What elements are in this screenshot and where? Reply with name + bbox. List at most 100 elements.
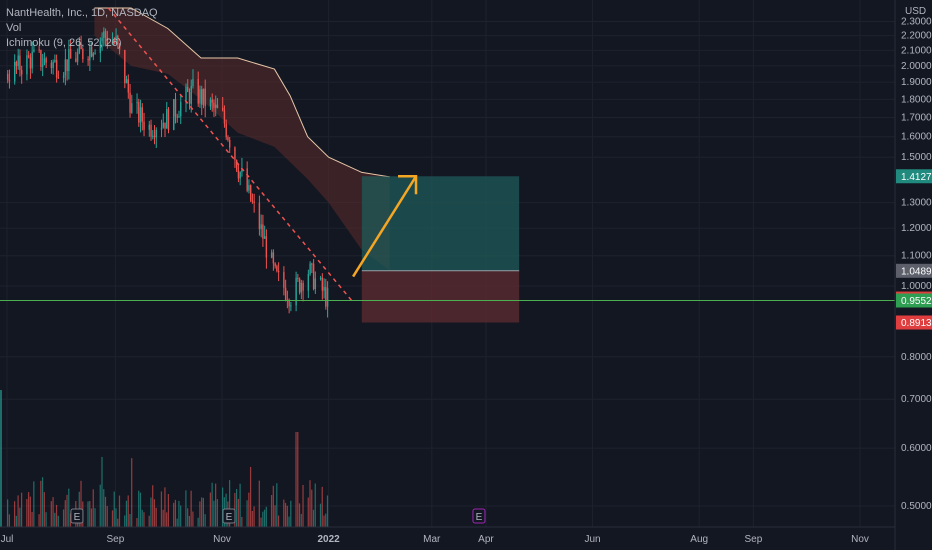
volume-bar xyxy=(152,485,154,527)
volume-bar xyxy=(111,510,114,527)
volume-bar xyxy=(284,502,287,527)
volume-bar xyxy=(249,466,252,527)
price-tick-label: 1.3000 xyxy=(901,198,932,209)
volume-bar xyxy=(50,501,52,527)
volume-bar xyxy=(288,516,290,527)
volume-bar xyxy=(274,505,276,527)
candle-body xyxy=(40,50,42,67)
cloud-upper-line xyxy=(94,7,390,178)
candle-body xyxy=(29,57,32,69)
candle-body xyxy=(225,123,227,138)
candle-body xyxy=(115,35,117,42)
price-tick-label: 2.3000 xyxy=(901,17,932,28)
price-tick-label: 1.5000 xyxy=(901,152,932,163)
earnings-marker[interactable]: E xyxy=(70,508,84,524)
volume-bar xyxy=(309,480,311,527)
candle-body xyxy=(94,52,96,54)
volume-bar xyxy=(323,515,325,527)
candle-body xyxy=(253,201,255,203)
candle-body xyxy=(17,55,19,67)
volume-bar xyxy=(235,488,238,527)
volume-bar xyxy=(8,514,10,527)
volume-bar xyxy=(258,480,260,527)
earnings-marker[interactable]: E xyxy=(472,508,486,524)
stop-zone[interactable] xyxy=(361,270,520,323)
candle-body xyxy=(216,104,219,108)
candle-body xyxy=(64,59,67,76)
candle-body xyxy=(80,43,82,50)
volume-bar xyxy=(270,495,273,527)
candle-body xyxy=(26,55,28,75)
time-tick-label: Nov xyxy=(213,534,231,545)
candle-body xyxy=(199,89,201,104)
earnings-marker[interactable]: E xyxy=(222,508,236,524)
volume-bar xyxy=(153,499,156,527)
candle-body xyxy=(129,92,131,113)
volume-bar xyxy=(64,500,66,527)
volume-bar xyxy=(38,514,40,527)
price-tick-label: 2.0000 xyxy=(901,61,932,72)
candle-body xyxy=(234,147,236,161)
candle-body xyxy=(284,287,287,300)
candle-body xyxy=(148,124,150,130)
candle-body xyxy=(185,86,187,103)
volume-bar xyxy=(138,490,140,527)
target-zone[interactable] xyxy=(361,176,520,271)
legend: NantHealth, Inc., 1D, NASDAQ Vol Ichimok… xyxy=(6,7,158,49)
candle-body xyxy=(101,38,103,41)
position-tool[interactable] xyxy=(361,176,520,323)
volume-bar xyxy=(136,518,138,527)
candle-body xyxy=(197,78,199,104)
volume-bar xyxy=(127,495,129,527)
volume-bar xyxy=(307,497,309,527)
candle-body xyxy=(302,282,304,291)
price-axis[interactable]: USD 2.3000 2.2000 2.1000 2.0000 1.9000 1.8000… xyxy=(894,0,932,550)
volume-bar xyxy=(246,500,248,527)
price-tag-label: 1.4127 xyxy=(901,172,932,183)
volume-bar xyxy=(263,509,266,527)
volume-bar xyxy=(101,456,103,527)
projection-arrow[interactable] xyxy=(352,175,418,278)
price-tick-label: 1.7000 xyxy=(901,112,932,123)
candle-body xyxy=(89,46,91,61)
candle-body xyxy=(246,168,248,191)
volume-bar xyxy=(290,500,292,527)
candle-body xyxy=(201,89,203,105)
legend-volume: Vol xyxy=(6,22,21,34)
volume-bar xyxy=(286,505,288,527)
time-tick-label: Aug xyxy=(690,534,708,545)
ichimoku-cloud xyxy=(94,7,390,271)
volume-bar xyxy=(164,487,166,527)
volume-bar xyxy=(155,507,157,527)
volume-bar xyxy=(31,511,33,527)
time-axis[interactable]: Jul Sep Nov 2022 Mar Apr Jun Aug Sep Nov xyxy=(0,526,895,545)
volume-bar xyxy=(52,497,54,527)
volume-bar xyxy=(90,508,93,527)
drawings[interactable] xyxy=(0,7,895,303)
volume-bar xyxy=(241,516,243,527)
candle-body xyxy=(52,61,54,68)
candle-body xyxy=(68,49,70,72)
candle-body xyxy=(136,102,138,104)
candle-body xyxy=(260,224,262,230)
candle-body xyxy=(314,278,317,290)
candle-body xyxy=(90,46,93,57)
candle-body xyxy=(38,49,40,51)
volume-bar xyxy=(87,501,89,527)
candle-body xyxy=(311,263,313,265)
volume-bar xyxy=(57,515,59,527)
volume-bar xyxy=(199,501,201,527)
volume-bar xyxy=(103,489,105,527)
volume-bar xyxy=(45,512,47,527)
candle-body xyxy=(173,99,175,130)
candle-body xyxy=(143,121,145,130)
candle-body xyxy=(43,58,46,65)
candle-body xyxy=(307,274,310,291)
candle-body xyxy=(127,79,130,93)
candle-body xyxy=(27,55,30,58)
volume-bar xyxy=(43,492,45,527)
price-tag xyxy=(896,263,932,278)
volume-bar xyxy=(19,507,21,527)
price-tag-label: 0.8913 xyxy=(901,318,932,329)
